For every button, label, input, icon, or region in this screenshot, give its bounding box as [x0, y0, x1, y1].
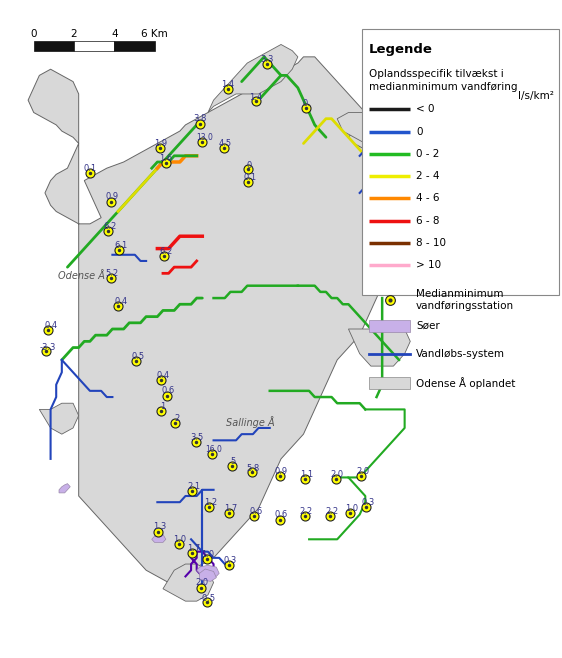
Text: 3.3: 3.3	[260, 55, 274, 64]
Text: 6.2: 6.2	[103, 222, 116, 232]
Polygon shape	[208, 45, 298, 113]
Text: 0.5: 0.5	[131, 352, 144, 361]
Polygon shape	[200, 569, 216, 582]
Text: Odense Å: Odense Å	[58, 272, 105, 282]
Text: 1.2: 1.2	[204, 497, 217, 507]
Text: 0 - 2: 0 - 2	[416, 149, 439, 159]
Text: 0.6: 0.6	[249, 507, 262, 516]
Text: 0.6: 0.6	[162, 386, 175, 395]
Text: 1.0: 1.0	[345, 504, 358, 513]
Text: Legende: Legende	[369, 43, 433, 56]
Text: 3.8: 3.8	[193, 114, 206, 123]
Text: 0.9: 0.9	[274, 467, 288, 476]
Text: 0.4: 0.4	[44, 321, 57, 330]
Polygon shape	[197, 565, 219, 576]
Text: 2.2: 2.2	[300, 507, 313, 516]
Text: Søer: Søer	[416, 321, 439, 331]
Text: 0.4: 0.4	[114, 297, 128, 306]
Text: 5.8: 5.8	[246, 464, 260, 472]
Polygon shape	[59, 484, 70, 493]
Polygon shape	[348, 329, 410, 366]
Text: 1.0: 1.0	[201, 550, 215, 559]
Text: 0.1: 0.1	[83, 164, 97, 172]
Text: 1.0: 1.0	[173, 535, 187, 544]
Text: 5.2: 5.2	[106, 269, 119, 278]
Text: 1.4: 1.4	[249, 93, 262, 101]
Text: 6 - 8: 6 - 8	[416, 216, 439, 226]
Text: Medianminimum
vandføringsstation: Medianminimum vandføringsstation	[416, 289, 514, 311]
Text: 0: 0	[416, 127, 423, 137]
Text: 3.5: 3.5	[190, 433, 203, 442]
Text: 1: 1	[160, 402, 166, 411]
Bar	[369, 320, 410, 332]
Text: 16.0: 16.0	[205, 445, 222, 454]
Polygon shape	[337, 113, 382, 143]
Text: 8 - 10: 8 - 10	[416, 238, 446, 248]
Text: 1.3: 1.3	[153, 522, 167, 532]
Text: l/s/km²: l/s/km²	[518, 91, 554, 101]
Polygon shape	[39, 403, 79, 434]
Text: 6 Km: 6 Km	[141, 29, 168, 39]
Bar	[362, 29, 559, 295]
Text: 1.6: 1.6	[159, 155, 173, 163]
Text: 5: 5	[230, 457, 236, 467]
Text: 0.: 0.	[246, 161, 254, 170]
Bar	[74, 41, 114, 51]
Text: 1.1: 1.1	[300, 470, 313, 479]
Text: 2.0: 2.0	[196, 578, 209, 587]
Bar	[369, 376, 410, 389]
Text: 0.9: 0.9	[106, 191, 119, 201]
Text: < 0: < 0	[416, 105, 434, 114]
Text: Odense Å oplandet: Odense Å oplandet	[416, 377, 515, 389]
Text: 4.5: 4.5	[218, 139, 232, 148]
Text: -0.5: -0.5	[200, 594, 216, 603]
Text: 2.2: 2.2	[325, 507, 338, 516]
Text: 2.0: 2.0	[330, 470, 344, 479]
Text: 0.6: 0.6	[274, 510, 288, 519]
Polygon shape	[28, 57, 438, 582]
Text: 1.9: 1.9	[153, 139, 167, 148]
Text: 1.7: 1.7	[187, 544, 201, 553]
Text: Vandløbs-system: Vandløbs-system	[416, 349, 505, 359]
Text: 2.0: 2.0	[356, 467, 369, 476]
Text: 2 - 4: 2 - 4	[416, 171, 439, 181]
Text: 0.3: 0.3	[224, 557, 237, 565]
Text: 0.3: 0.3	[361, 497, 375, 507]
Text: > 10: > 10	[416, 261, 441, 270]
Text: -3.3: -3.3	[39, 343, 56, 352]
Text: 1.4: 1.4	[221, 80, 234, 89]
Text: 0.1: 0.1	[243, 173, 257, 182]
Text: 4 - 6: 4 - 6	[416, 193, 439, 203]
Polygon shape	[163, 564, 214, 601]
Text: 2.1: 2.1	[187, 482, 201, 492]
Text: 0.4: 0.4	[156, 371, 170, 380]
Text: 1.7: 1.7	[224, 504, 237, 513]
Polygon shape	[152, 534, 166, 542]
Bar	[34, 41, 74, 51]
Text: 2: 2	[71, 29, 78, 39]
Text: 0: 0	[30, 29, 37, 39]
Text: 4: 4	[111, 29, 117, 39]
Text: Sallinge Å: Sallinge Å	[226, 416, 274, 428]
Text: 2: 2	[174, 414, 180, 423]
Text: 13.0: 13.0	[197, 133, 214, 141]
Text: 6.1: 6.1	[114, 241, 128, 250]
Text: 6.2: 6.2	[159, 247, 173, 256]
Bar	[114, 41, 155, 51]
Text: 0.: 0.	[302, 99, 310, 108]
Text: Oplandsspecifik tilvækst i
medianminimum vandføring: Oplandsspecifik tilvækst i medianminimum…	[369, 69, 518, 92]
